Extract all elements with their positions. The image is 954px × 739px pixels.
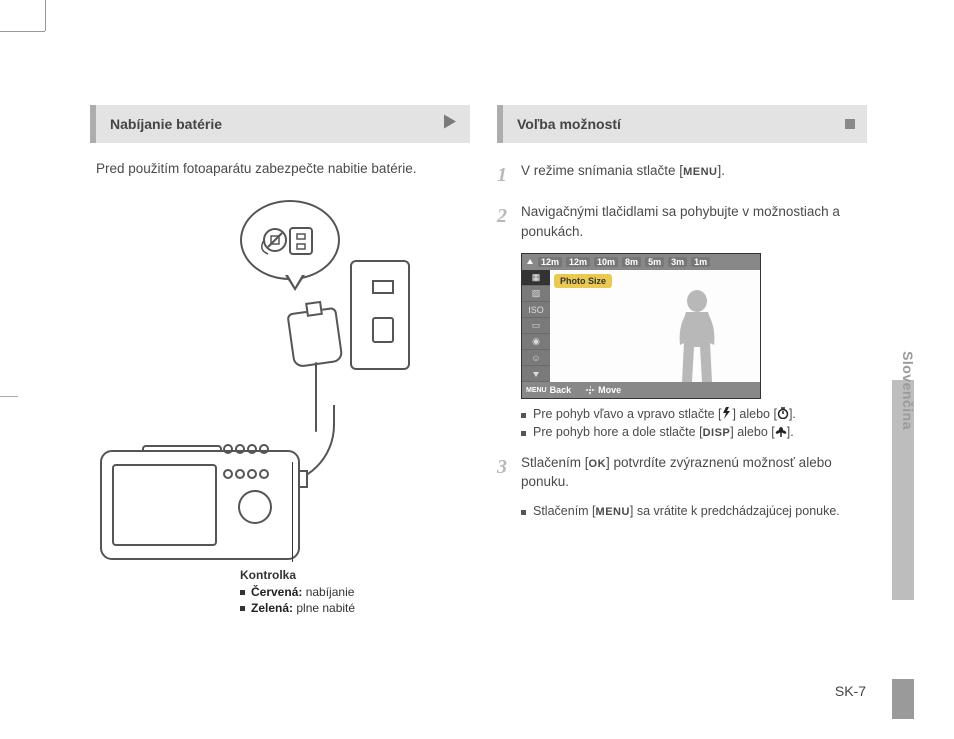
intro-text: Pred použitím fotoaparátu zabezpečte nab… xyxy=(90,161,470,176)
page-content: Nabíjanie batérie Pred použitím fotoapar… xyxy=(90,105,880,705)
wall-outlet xyxy=(350,260,410,370)
step-number: 1 xyxy=(497,161,521,190)
right-column: Voľba možností 1 V režime snímania stlač… xyxy=(497,105,867,521)
crop-mark xyxy=(0,31,45,32)
menu-preview: Photo Size xyxy=(550,270,760,382)
crop-mark xyxy=(45,0,46,31)
step-text: V režime snímania stlačte [MENU]. xyxy=(521,161,867,190)
step-1: 1 V režime snímania stlačte [MENU]. xyxy=(497,161,867,190)
camera-back xyxy=(100,450,300,560)
step-number: 2 xyxy=(497,202,521,241)
sub-bullet: Pre pohyb hore a dole stlačte [DISP] ale… xyxy=(521,425,867,440)
section-end-icon xyxy=(845,119,855,129)
down-arrow-icon xyxy=(532,370,540,378)
camera-menu-screenshot: 12m 12m 10m 8m 5m 3m 1m ▦ ▨ ISO ▭ ◉ ☺ xyxy=(521,253,761,399)
page-number: SK-7 xyxy=(835,683,866,699)
side-tab-bottom xyxy=(892,679,914,719)
indicator-legend: Kontrolka Červená: nabíjanie Zelená: pln… xyxy=(240,568,355,615)
timer-icon xyxy=(777,407,789,422)
camera-usb-port xyxy=(298,470,308,488)
nav-cross-icon xyxy=(585,385,595,395)
bullet-icon xyxy=(521,510,526,515)
menu-back-hint: MENU Back xyxy=(526,385,571,395)
section-header-charging: Nabíjanie batérie xyxy=(90,105,470,143)
menu-side-item: ISO xyxy=(522,302,550,318)
power-adapter xyxy=(286,307,343,368)
charging-diagram: Kontrolka Červená: nabíjanie Zelená: pln… xyxy=(90,190,470,560)
macro-icon xyxy=(775,426,787,441)
crop-mark xyxy=(0,396,18,397)
step-3: 3 Stlačením [OK] potvrdíte zvýraznenú mo… xyxy=(497,453,867,493)
prohibit-bubble xyxy=(240,200,340,280)
section-title: Voľba možností xyxy=(517,116,621,132)
camera-lcd xyxy=(112,464,217,546)
menu-side-down xyxy=(522,366,550,382)
bubble-tail xyxy=(285,275,305,291)
leader-line xyxy=(292,462,293,562)
sub-bullet: Pre pohyb vľavo a vpravo stlačte [] aleb… xyxy=(521,407,867,422)
header-accent-bar xyxy=(90,105,96,143)
sub-bullet: Stlačením [MENU] sa vrátite k predchádza… xyxy=(521,504,867,518)
language-side-label: Slovenčina xyxy=(900,351,916,430)
legend-item: Červená: nabíjanie xyxy=(240,585,355,599)
flash-icon xyxy=(721,407,732,422)
menu-body: ▦ ▨ ISO ▭ ◉ ☺ Photo Size xyxy=(522,270,760,382)
step-number: 3 xyxy=(497,453,521,493)
menu-move-hint: Move xyxy=(585,385,621,395)
menu-size-bar: 12m 12m 10m 8m 5m 3m 1m xyxy=(522,254,760,270)
menu-label: MENU xyxy=(596,506,630,518)
menu-side-item: ▨ xyxy=(522,286,550,302)
bullet-icon xyxy=(521,431,526,436)
menu-bottom-bar: MENU Back Move xyxy=(522,382,760,398)
bullet-icon xyxy=(521,413,526,418)
camera-top xyxy=(142,445,222,452)
menu-sidebar: ▦ ▨ ISO ▭ ◉ ☺ xyxy=(522,270,550,382)
step-text: Stlačením [OK] potvrdíte zvýraznenú možn… xyxy=(521,453,867,493)
left-column: Nabíjanie batérie Pred použitím fotoapar… xyxy=(90,105,470,560)
continue-arrow-icon xyxy=(444,115,458,134)
section-title: Nabíjanie batérie xyxy=(110,116,222,132)
menu-icon: MENU xyxy=(526,387,547,394)
legend-item: Zelená: plne nabité xyxy=(240,601,355,615)
menu-side-item: ☺ xyxy=(522,350,550,366)
legend-title: Kontrolka xyxy=(240,568,355,582)
section-header-options: Voľba možností xyxy=(497,105,867,143)
step-text: Navigačnými tlačidlami sa pohybujte v mo… xyxy=(521,202,867,241)
person-silhouette-icon xyxy=(672,287,722,382)
header-accent-bar xyxy=(497,105,503,143)
ok-label: OK xyxy=(589,458,607,470)
menu-side-item: ▦ xyxy=(522,270,550,286)
prohibit-icon xyxy=(260,220,320,260)
disp-label: DISP xyxy=(703,427,731,439)
photo-size-tooltip: Photo Size xyxy=(554,274,612,288)
menu-side-item: ◉ xyxy=(522,334,550,350)
up-arrow-icon xyxy=(526,258,534,266)
menu-side-item: ▭ xyxy=(522,318,550,334)
step-2: 2 Navigačnými tlačidlami sa pohybujte v … xyxy=(497,202,867,241)
menu-label: MENU xyxy=(683,166,717,178)
